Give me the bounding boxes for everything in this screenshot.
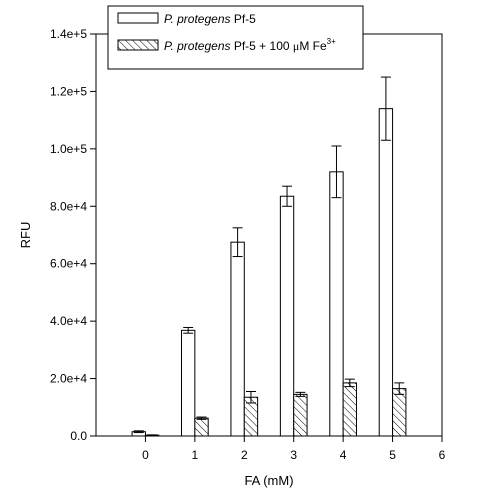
y-tick-label: 6.0e+4 [50,257,87,271]
legend-label-hatched: P. protegens Pf-5 + 100 μM Fe3+ [164,37,336,53]
bar-open-2 [230,241,245,437]
y-axis: 0.0 2.0e+4 4.0e+4 6.0e+4 8.0e+4 1.0e+5 1.2e+5 1… [50,27,96,443]
legend-swatch-open [117,12,159,24]
x-axis: 0 1 2 3 4 5 6 [142,436,446,462]
error-bar-open-0 [133,430,144,434]
x-tick-label: 6 [439,448,446,462]
error-bar-hatched-5 [394,382,405,395]
error-bar-hatched-3 [295,391,306,397]
y-tick-label: 8.0e+4 [50,199,87,213]
error-bar-hatched-0 [147,434,158,436]
error-bar-hatched-4 [344,378,355,388]
bar-hatched-5 [392,388,407,437]
bar-hatched-4 [342,382,357,437]
bar-open-1 [181,329,196,437]
bar-hatched-3 [293,393,308,437]
error-bar-open-4 [331,145,342,199]
x-tick-label: 3 [290,448,297,462]
x-tick-label: 4 [340,448,347,462]
bar-hatched-1 [194,417,209,437]
y-tick-label: 0.0 [70,429,87,443]
error-bar-open-2 [232,227,243,258]
y-axis-title: RFU [18,222,33,249]
y-tick-label: 1.4e+5 [50,27,87,41]
legend-label-open: P. protegens Pf-5 [164,12,256,26]
y-tick-label: 4.0e+4 [50,314,87,328]
x-tick-label: 5 [389,448,396,462]
x-axis-title: FA (mM) [244,473,293,488]
legend-swatch-hatched [117,39,159,51]
error-bar-open-1 [183,326,194,334]
x-tick-label: 2 [241,448,248,462]
legend: P. protegens Pf-5 P. protegens Pf-5 + 10… [107,5,364,70]
bar-open-5 [378,108,394,437]
y-tick-label: 1.2e+5 [50,84,87,98]
error-bar-open-5 [380,76,391,141]
y-tick-label: 1.0e+5 [50,142,87,156]
x-tick-label: 0 [142,448,149,462]
bar-open-3 [279,195,295,437]
bars-layer [131,108,407,437]
error-bars-layer [133,76,405,436]
bar-open-4 [329,171,344,437]
error-bar-hatched-1 [196,416,207,420]
x-tick-label: 1 [192,448,199,462]
y-tick-label: 2.0e+4 [50,372,87,386]
error-bar-open-3 [282,185,293,207]
error-bar-hatched-2 [245,390,256,404]
